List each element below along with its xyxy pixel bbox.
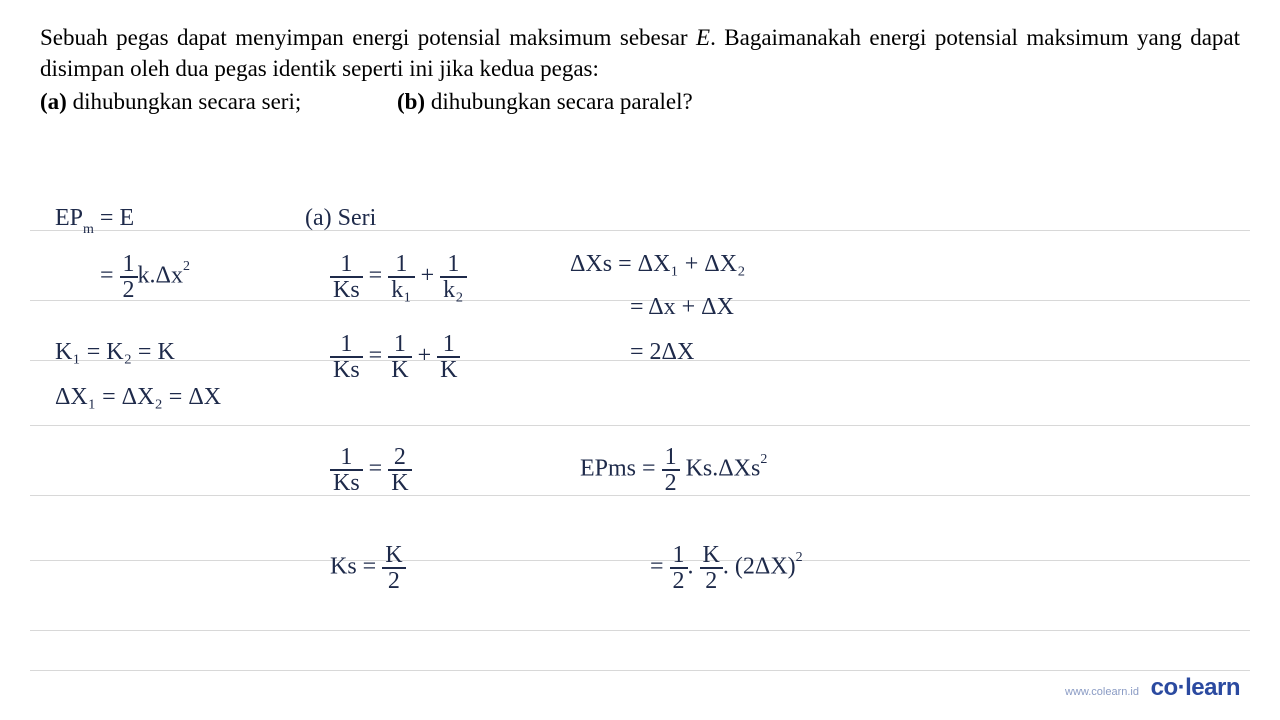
ruled-line xyxy=(30,230,1250,231)
part-b-text: dihubungkan secara paralel? xyxy=(431,89,693,114)
var-e: E xyxy=(696,25,710,50)
eq-series-ks2: 1Ks = 1K + 1K xyxy=(330,332,460,382)
ruled-line xyxy=(30,495,1250,496)
eq-epm: EPm = E xyxy=(55,206,134,235)
eq-epms-1: EPms = 12 Ks.ΔXs2 xyxy=(580,445,767,495)
label-a-seri: (a) Seri xyxy=(305,206,376,230)
question-text: Sebuah pegas dapat menyimpan energi pote… xyxy=(40,22,1240,84)
eq-series-ks4: Ks = K2 xyxy=(330,543,406,593)
eq-k1k2k: K₁ = K₂ = K xyxy=(55,340,175,364)
eq-dx1dx2dx: ΔX₁ = ΔX₂ = ΔX xyxy=(55,385,221,409)
notebook-area: EPm = E = 1 2 k.Δx2 K₁ = K₂ = K ΔX₁ = ΔX… xyxy=(0,210,1280,670)
part-b-label: (b) xyxy=(397,89,425,114)
question-pre: Sebuah pegas dapat menyimpan energi pote… xyxy=(40,25,696,50)
eq-dxs-1: ΔXs = ΔX₁ + ΔX₂ xyxy=(570,252,745,276)
eq-dxs-3: = 2ΔX xyxy=(630,340,694,364)
ruled-line xyxy=(30,425,1250,426)
part-a-text: dihubungkan secara seri; xyxy=(73,89,302,114)
footer-url: www.colearn.id xyxy=(1065,686,1139,698)
ruled-line xyxy=(30,670,1250,671)
ruled-line xyxy=(30,560,1250,561)
eq-series-ks3: 1Ks = 2K xyxy=(330,445,412,495)
question-block: Sebuah pegas dapat menyimpan energi pote… xyxy=(0,0,1280,127)
footer-logo: co·learn xyxy=(1151,674,1240,701)
eq-epms-2: = 12. K2. (2ΔX)2 xyxy=(650,543,803,593)
part-a: (a) dihubungkan secara seri; xyxy=(40,86,301,117)
fraction: 1 2 xyxy=(120,252,138,302)
part-a-label: (a) xyxy=(40,89,67,114)
eq-half-kdx2: = 1 2 k.Δx2 xyxy=(100,252,190,302)
footer: www.colearn.id co·learn xyxy=(1065,674,1240,702)
eq-series-ks1: 1Ks = 1k₁ + 1k₂ xyxy=(330,252,467,302)
ruled-line xyxy=(30,630,1250,631)
part-b: (b) dihubungkan secara paralel? xyxy=(397,86,693,117)
question-parts: (a) dihubungkan secara seri; (b) dihubun… xyxy=(40,86,1240,117)
eq-dxs-2: = Δx + ΔX xyxy=(630,295,734,319)
